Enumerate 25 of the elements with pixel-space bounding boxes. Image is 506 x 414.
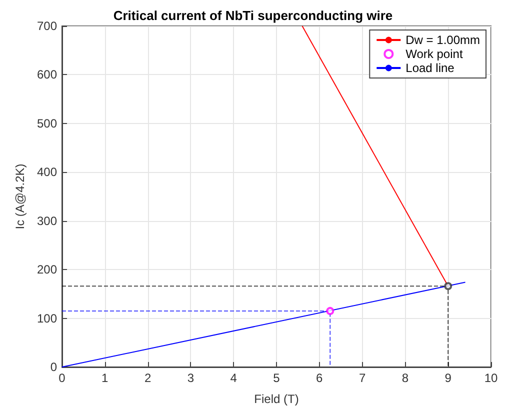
y-tick-label: 100 bbox=[36, 311, 58, 326]
legend-label: Load line bbox=[406, 61, 455, 75]
x-tick-label: 2 bbox=[144, 371, 152, 385]
y-tick-label: 400 bbox=[36, 165, 58, 180]
y-tick-label: 300 bbox=[36, 214, 58, 228]
x-tick-label: 3 bbox=[187, 371, 194, 385]
x-tick-label: 10 bbox=[484, 371, 498, 385]
x-axis-title: Field (T) bbox=[254, 392, 299, 406]
x-tick-label: 1 bbox=[102, 371, 109, 385]
x-tick-label: 0 bbox=[58, 371, 66, 385]
y-tick-label: 600 bbox=[36, 68, 58, 82]
y-axis-title: Ic (A@4.2K) bbox=[13, 164, 27, 230]
x-tick-label: 7 bbox=[358, 371, 366, 385]
chart-title: Critical current of NbTi superconducting wire bbox=[113, 8, 393, 23]
x-tick-label: 9 bbox=[444, 371, 452, 385]
x-tick-label: 4 bbox=[230, 371, 238, 385]
y-tick-label: 500 bbox=[36, 116, 58, 130]
y-tick-label: 0 bbox=[50, 360, 58, 374]
x-tick-label: 5 bbox=[273, 371, 280, 385]
legend-label: Work point bbox=[406, 47, 464, 61]
y-tick-label: 700 bbox=[36, 19, 58, 33]
x-tick-label: 8 bbox=[402, 371, 409, 385]
y-tick-label: 200 bbox=[36, 262, 58, 277]
x-tick-label: 6 bbox=[316, 371, 324, 385]
legend-label: Dw = 1.00mm bbox=[406, 33, 480, 47]
